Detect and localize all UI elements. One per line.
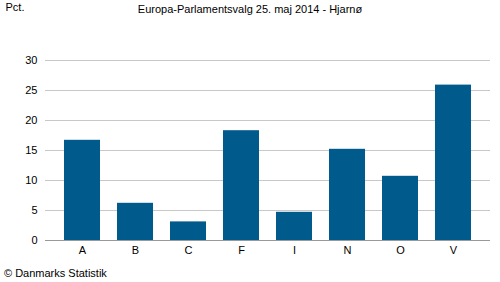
svg-text:0: 0	[31, 234, 37, 246]
html-text:© Danmarks Statistik: © Danmarks Statistik	[4, 267, 107, 279]
svg-text:25: 25	[25, 84, 37, 96]
svg-text:C: C	[185, 244, 193, 256]
svg-text:20: 20	[25, 114, 37, 126]
svg-text:O: O	[396, 244, 405, 256]
svg-text:Pct.: Pct.	[6, 1, 25, 13]
svg-text:I: I	[293, 244, 296, 256]
svg-text:10: 10	[25, 174, 37, 186]
svg-text:15: 15	[25, 144, 37, 156]
svg-text:A: A	[79, 244, 87, 256]
svg-text:B: B	[132, 244, 139, 256]
svg-text:30: 30	[25, 54, 37, 66]
svg-text:V: V	[450, 244, 458, 256]
svg-text:N: N	[344, 244, 352, 256]
svg-text:F: F	[238, 244, 245, 256]
html-text:Europa-Parlamentsvalg 25. maj: Europa-Parlamentsvalg 25. maj 2014 - Hja…	[137, 3, 363, 15]
svg-text:5: 5	[31, 204, 37, 216]
